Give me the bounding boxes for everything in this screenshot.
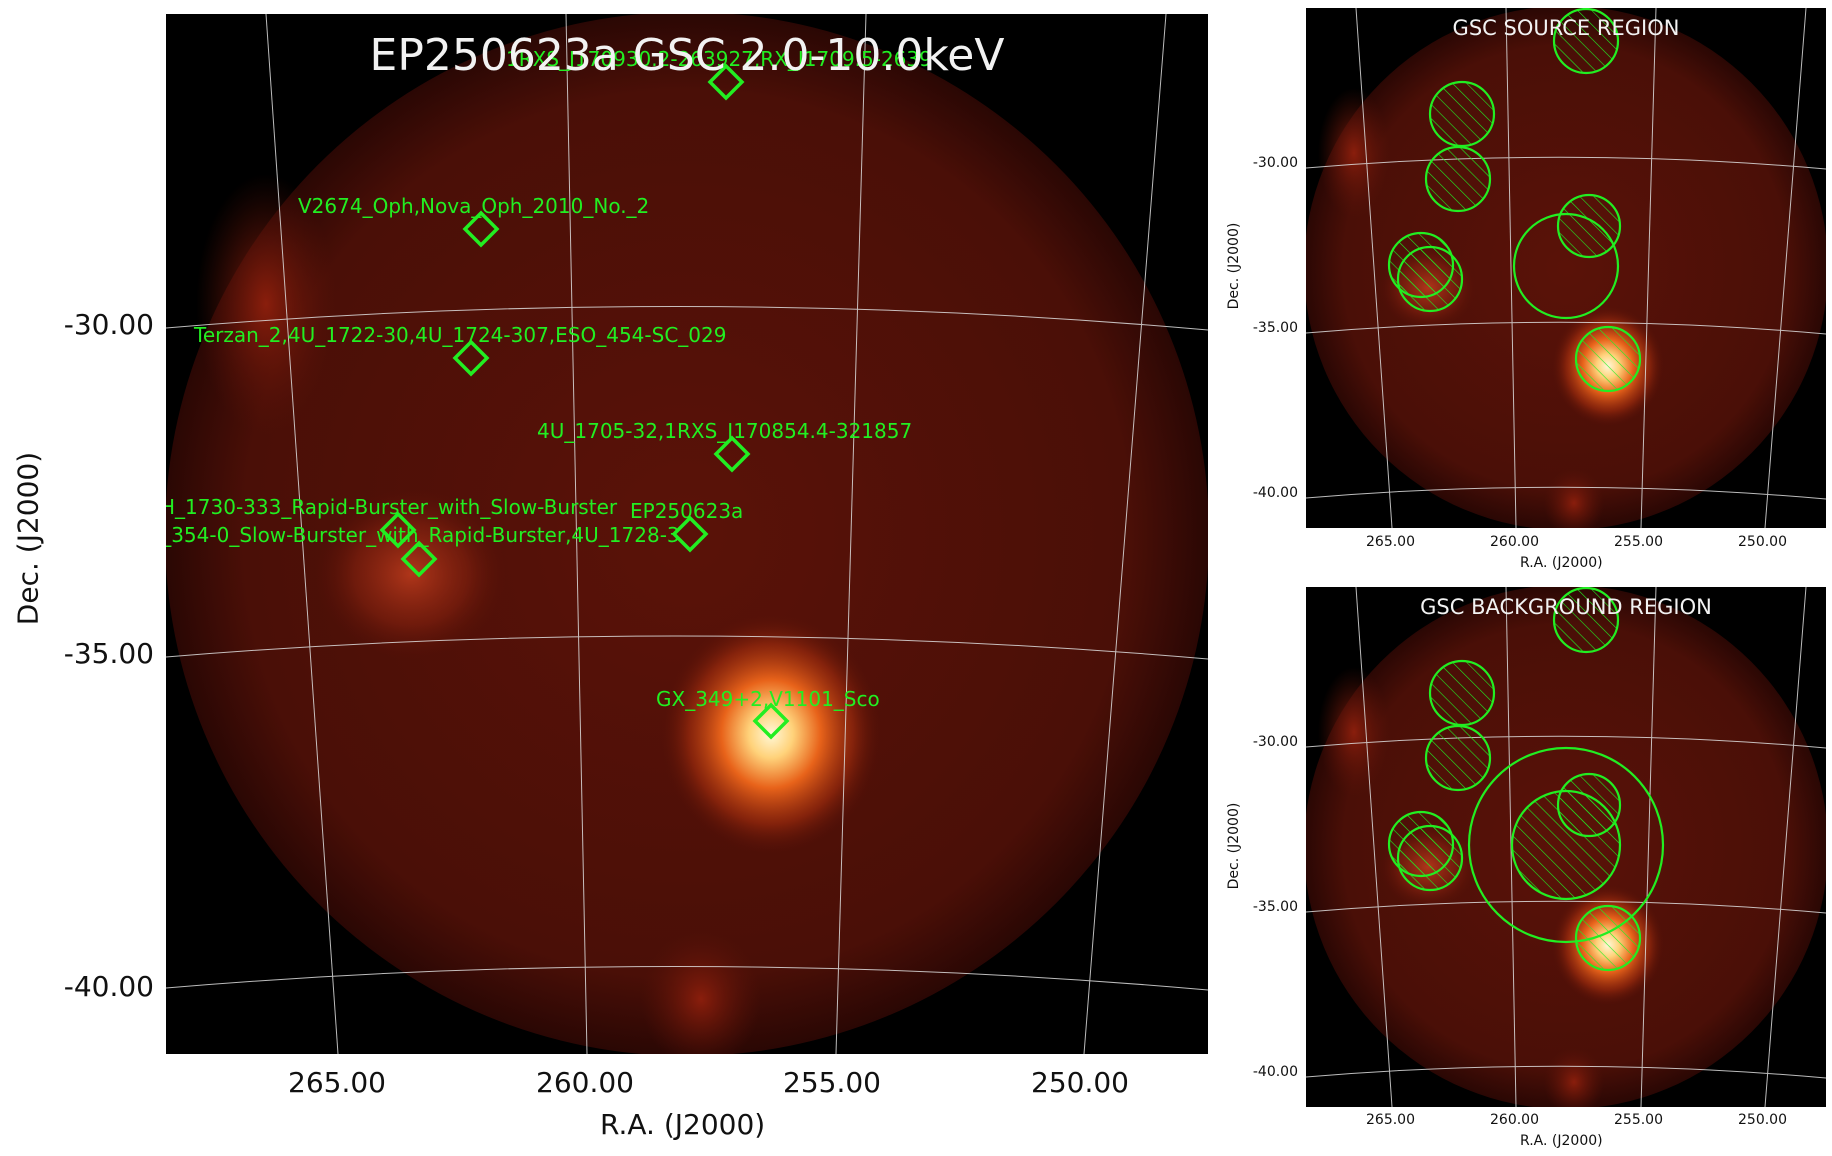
marker-v2674-oph xyxy=(462,210,500,248)
source-label: GX_354-0_Slow-Burster_with_Rapid-Burster… xyxy=(166,523,680,547)
panel-title: GSC BACKGROUND REGION xyxy=(1420,595,1712,619)
source-exclusion-circle xyxy=(1510,789,1622,901)
marker-4u-1705 xyxy=(713,435,751,473)
marker-h1730 xyxy=(379,511,417,549)
source-extraction-circle xyxy=(1512,212,1620,320)
x-tick-label: 265.00 xyxy=(1366,534,1415,550)
region-circle xyxy=(1556,193,1622,259)
x-tick-label: 250.00 xyxy=(1738,1112,1787,1128)
marker-gx354 xyxy=(400,540,438,578)
background-region-image xyxy=(1306,587,1826,1107)
source-label: H_1730-333_Rapid-Burster_with_Slow-Burst… xyxy=(166,495,618,519)
y-tick-label: -40.00 xyxy=(1252,485,1298,501)
y-tick-label: -40.00 xyxy=(1252,1064,1298,1080)
main-sky-image: 1RXS_J170930.2-263927,RX_J1709.5-2639 V2… xyxy=(166,14,1208,1054)
source-label: EP250623a xyxy=(630,499,743,523)
region-circle xyxy=(1424,724,1492,792)
diffuse-emission-left xyxy=(196,174,336,434)
x-axis-title: R.A. (J2000) xyxy=(600,1108,766,1141)
y-tick-label: -30.00 xyxy=(63,308,154,341)
source-label: Terzan_2,4U_1722-30,4U_1724-307,ESO_454-… xyxy=(193,323,726,347)
x-axis-title: R.A. (J2000) xyxy=(1520,555,1603,571)
bright-source-gx349 xyxy=(661,614,881,854)
y-tick-label: -40.00 xyxy=(63,970,154,1003)
region-circle xyxy=(1396,824,1464,892)
background-annulus-circle xyxy=(1467,746,1665,944)
source-markers xyxy=(379,63,790,740)
background-region-panel: GSC BACKGROUND REGION xyxy=(1306,587,1826,1107)
y-tick-label: -30.00 xyxy=(1252,155,1298,171)
region-circle xyxy=(1424,145,1492,213)
x-tick-label: 260.00 xyxy=(536,1066,634,1099)
y-tick-label: -30.00 xyxy=(1252,734,1298,750)
region-circle xyxy=(1396,245,1464,313)
source-label: V2674_Oph,Nova_Oph_2010_No._2 xyxy=(298,194,649,218)
source-label: 4U_1705-32,1RXS_J170854.4-321857 xyxy=(537,419,912,443)
region-circle xyxy=(1552,587,1620,654)
diffuse-source-gx354 xyxy=(316,489,506,659)
source-region-panel: GSC SOURCE REGION xyxy=(1306,8,1826,528)
source-label: GX_349+2,V1101_Sco xyxy=(656,687,880,711)
marker-ep250623a xyxy=(671,515,709,553)
x-tick-label: 250.00 xyxy=(1738,534,1787,550)
region-circle xyxy=(1552,8,1620,75)
x-tick-label: 260.00 xyxy=(1490,534,1539,550)
marker-terzan-2 xyxy=(452,339,490,377)
region-circle xyxy=(1574,904,1642,972)
x-tick-label: 250.00 xyxy=(1031,1066,1129,1099)
diffuse-emission-bottom xyxy=(641,929,761,1054)
marker-1rxs-j170930 xyxy=(707,63,745,101)
y-axis-title: Dec. (J2000) xyxy=(1226,222,1242,310)
panel-title: EP250623a GSC 2.0-10.0keV xyxy=(369,30,1005,81)
source-label: 1RXS_J170930.2-263927,RX_J1709.5-2639 xyxy=(506,47,932,71)
x-tick-label: 255.00 xyxy=(783,1066,881,1099)
region-circle xyxy=(1428,659,1496,727)
x-tick-label: 260.00 xyxy=(1490,1112,1539,1128)
y-tick-label: -35.00 xyxy=(63,637,154,670)
x-tick-label: 265.00 xyxy=(288,1066,386,1099)
x-tick-label: 255.00 xyxy=(1614,1112,1663,1128)
source-region-image xyxy=(1306,8,1826,528)
y-axis-title: Dec. (J2000) xyxy=(11,451,45,626)
marker-gx349 xyxy=(752,702,790,740)
x-axis-title: R.A. (J2000) xyxy=(1520,1133,1603,1149)
x-tick-label: 265.00 xyxy=(1366,1112,1415,1128)
y-axis-title: Dec. (J2000) xyxy=(1226,802,1242,890)
panel-title: GSC SOURCE REGION xyxy=(1452,16,1680,40)
x-tick-label: 255.00 xyxy=(1614,534,1663,550)
coordinate-grid xyxy=(166,14,1208,1054)
region-circle xyxy=(1574,325,1642,393)
y-tick-label: -35.00 xyxy=(1252,320,1298,336)
main-image-panel: 1RXS_J170930.2-263927,RX_J1709.5-2639 V2… xyxy=(166,14,1208,1054)
y-tick-label: -35.00 xyxy=(1252,899,1298,915)
region-circle xyxy=(1428,80,1496,148)
